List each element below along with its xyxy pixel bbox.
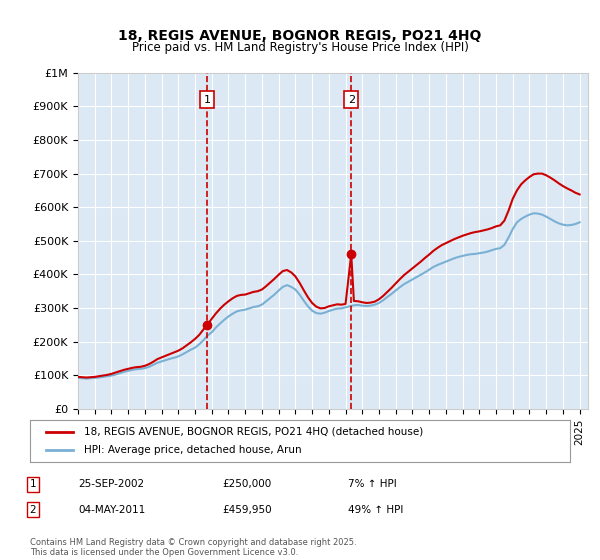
Text: 1: 1 xyxy=(204,95,211,105)
Text: 2: 2 xyxy=(347,95,355,105)
Text: 25-SEP-2002: 25-SEP-2002 xyxy=(78,479,144,489)
Text: 18, REGIS AVENUE, BOGNOR REGIS, PO21 4HQ: 18, REGIS AVENUE, BOGNOR REGIS, PO21 4HQ xyxy=(118,29,482,44)
Text: Price paid vs. HM Land Registry's House Price Index (HPI): Price paid vs. HM Land Registry's House … xyxy=(131,41,469,54)
Text: 18, REGIS AVENUE, BOGNOR REGIS, PO21 4HQ (detached house): 18, REGIS AVENUE, BOGNOR REGIS, PO21 4HQ… xyxy=(84,427,423,437)
Text: HPI: Average price, detached house, Arun: HPI: Average price, detached house, Arun xyxy=(84,445,302,455)
Text: Contains HM Land Registry data © Crown copyright and database right 2025.
This d: Contains HM Land Registry data © Crown c… xyxy=(30,538,356,557)
Text: 1: 1 xyxy=(29,479,37,489)
Text: £459,950: £459,950 xyxy=(222,505,272,515)
Text: 2: 2 xyxy=(29,505,37,515)
Text: 7% ↑ HPI: 7% ↑ HPI xyxy=(348,479,397,489)
Text: 49% ↑ HPI: 49% ↑ HPI xyxy=(348,505,403,515)
Text: 04-MAY-2011: 04-MAY-2011 xyxy=(78,505,145,515)
Text: £250,000: £250,000 xyxy=(222,479,271,489)
